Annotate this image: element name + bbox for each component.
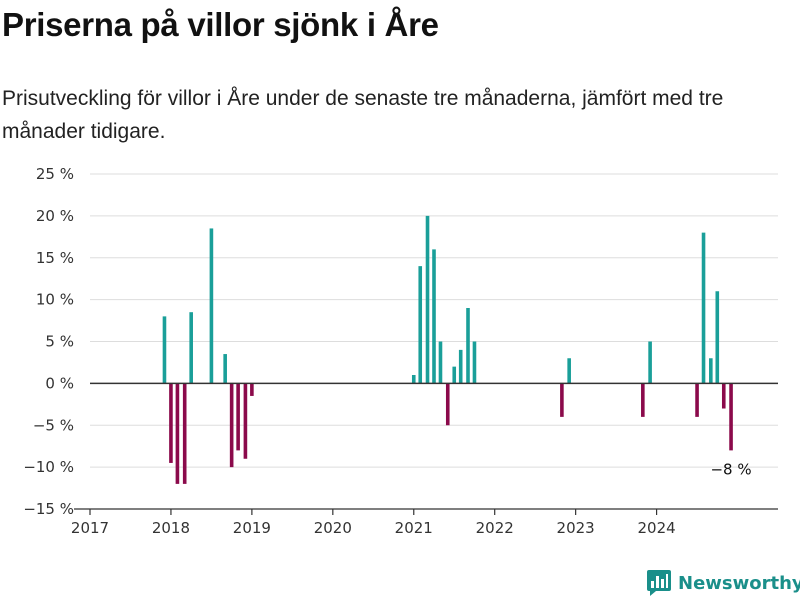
bar	[709, 358, 713, 384]
bar	[695, 383, 699, 417]
bar	[472, 341, 477, 384]
x-tick-label: 2020	[314, 519, 352, 537]
y-tick-label: −15 %	[23, 500, 74, 518]
bar	[236, 383, 240, 451]
x-axis: 2017 2018 2019 2020 2021 2022 2023 2024	[71, 382, 778, 537]
bar	[162, 316, 167, 384]
x-tick-label: 2023	[557, 519, 595, 537]
bar	[445, 383, 450, 426]
y-tick-label: 5 %	[45, 333, 74, 351]
x-tick-label: 2022	[476, 519, 514, 537]
newsworthy-logo-icon	[647, 570, 671, 596]
bar	[169, 383, 173, 463]
bar	[729, 383, 733, 451]
annotations: −8 %	[710, 460, 751, 478]
y-tick-label: 10 %	[36, 291, 74, 309]
brand-logo: Newsworthy	[646, 569, 800, 597]
x-tick-label: 2019	[233, 519, 271, 537]
bar	[175, 383, 180, 484]
y-tick-label: 0 %	[45, 374, 74, 392]
bars	[162, 215, 733, 484]
bar	[209, 228, 214, 384]
bar	[411, 375, 416, 384]
bar	[189, 312, 193, 384]
bar	[182, 383, 187, 484]
y-tick-label: −10 %	[23, 458, 74, 476]
chart-title: Priserna på villor sjönk i Åre	[2, 6, 439, 43]
y-tick-label: −5 %	[33, 416, 74, 434]
x-tick-label: 2021	[395, 519, 433, 537]
x-tick-label: 2018	[152, 519, 190, 537]
bar	[567, 358, 571, 384]
bar	[701, 232, 706, 384]
y-tick-label: 25 %	[36, 165, 74, 183]
chart-subtitle: Prisutveckling för villor i Åre under de…	[2, 87, 724, 143]
bar	[250, 383, 254, 396]
bar	[648, 341, 652, 384]
bar	[438, 341, 443, 384]
y-axis-labels: −15 % −10 % −5 % 0 % 5 % 10 % 15 % 20 % 25 %	[23, 165, 74, 518]
bar	[641, 383, 645, 417]
x-tick-label: 2024	[637, 519, 675, 537]
y-tick-label: 15 %	[36, 249, 74, 267]
brand-name: Newsworthy	[678, 572, 800, 594]
bar	[425, 215, 430, 384]
bar	[458, 349, 463, 384]
y-tick-label: 20 %	[36, 207, 74, 225]
bar	[466, 308, 470, 384]
bar	[243, 383, 248, 459]
bar	[432, 249, 436, 384]
bar	[223, 354, 227, 384]
bar	[721, 383, 726, 409]
bar	[452, 366, 457, 384]
data-label: −8 %	[710, 460, 751, 478]
bar	[229, 383, 234, 468]
bar	[560, 383, 564, 417]
x-tick-label: 2017	[71, 519, 109, 537]
bar	[715, 291, 720, 384]
bar	[418, 266, 423, 384]
